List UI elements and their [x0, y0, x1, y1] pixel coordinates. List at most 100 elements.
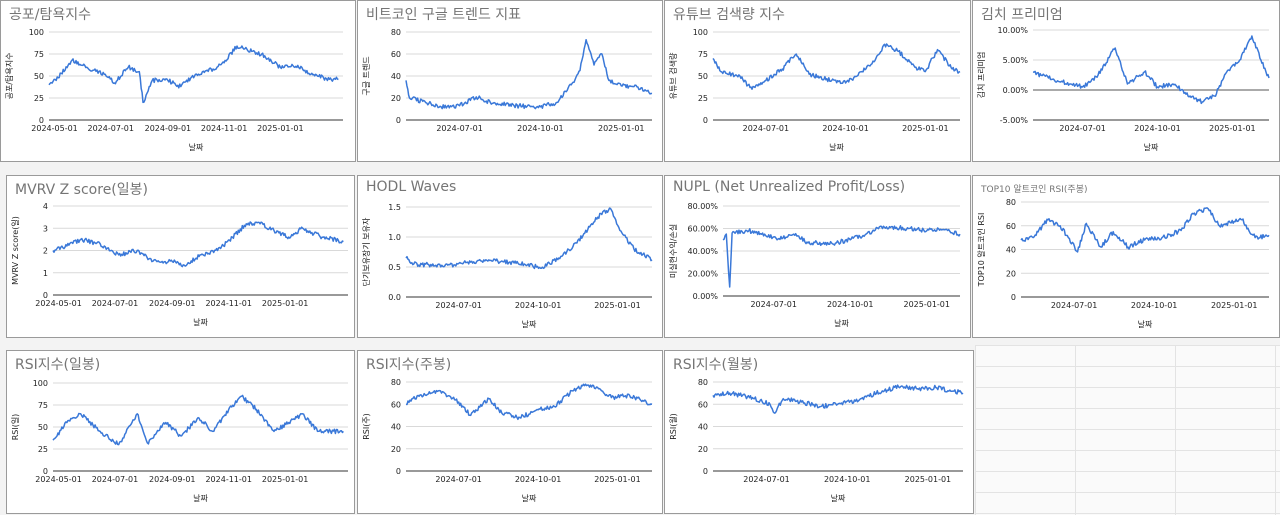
chart-title: RSI지수(월봉) [673, 357, 759, 373]
chart-canvas: 0 20 40 60 80 2024-07-01 2024-10-01 2025-01-01 구… [361, 28, 653, 133]
x-tick-label: 2024-07-01 [92, 475, 139, 484]
x-axis-label: 날짜 [522, 493, 537, 503]
y-tick-label: 25 [698, 94, 708, 103]
y-tick-label: 80 [698, 378, 708, 387]
chart-canvas: 0.00% 20.00% 40.00% 60.00% 80.00% 2024-07-01 2… [668, 202, 961, 328]
x-tick-label: 2024-07-01 [436, 124, 483, 133]
y-axis-label: RSI(일) [11, 414, 20, 441]
youtube-search-chart[interactable]: 유튜브 검색량 지수 0 25 50 75 100 2024-07-01 2024-10-01… [664, 0, 971, 162]
x-tick-label: 2024-09-01 [149, 475, 196, 484]
series-line [722, 225, 961, 288]
rsi-monthly-chart[interactable]: RSI지수(월봉) 0 20 40 60 80 2024-07-01 2024-10-01 20… [664, 350, 974, 514]
y-tick-label: 40 [1006, 246, 1016, 255]
y-tick-label: 40 [391, 72, 401, 81]
x-axis-label: 날짜 [193, 317, 208, 327]
x-tick-label: 2024-05-01 [35, 299, 82, 308]
y-tick-label: 20 [391, 445, 401, 454]
x-axis-label: 날짜 [1138, 319, 1153, 329]
y-tick-label: 40.00% [687, 247, 718, 256]
x-tick-label: 2025-01-01 [598, 124, 645, 133]
fear-greed-chart[interactable]: 공포/탐욕지수 0 25 50 75 100 2024-05-01 2024-07-01 202… [0, 0, 356, 162]
y-tick-label: 5.00% [1003, 56, 1029, 65]
chart-canvas: -5.00% 0.00% 5.00% 10.00% 2024-07-01 2024-10-… [976, 26, 1270, 152]
y-tick-label: 20.00% [687, 270, 718, 279]
series-line [712, 43, 961, 90]
chart-canvas: 0 20 40 60 80 2024-07-01 2024-10-01 2025-01-01 날… [976, 198, 1270, 329]
y-tick-label: 100 [29, 28, 44, 37]
x-tick-label: 2024-07-01 [435, 301, 482, 310]
series-line [52, 394, 344, 446]
y-tick-label: 80 [391, 28, 401, 37]
x-tick-label: 2024-10-01 [515, 475, 562, 484]
chart-canvas: 0 20 40 60 80 2024-07-01 2024-10-01 2025-01-01 날… [362, 378, 653, 503]
y-tick-label: 0 [703, 467, 708, 476]
x-tick-label: 2024-07-01 [92, 299, 139, 308]
y-tick-label: 0 [396, 467, 401, 476]
x-tick-label: 2024-09-01 [149, 299, 196, 308]
y-tick-label: 100 [33, 379, 48, 388]
x-tick-label: 2025-01-01 [262, 299, 309, 308]
x-tick-label: 2025-01-01 [1209, 124, 1256, 133]
spreadsheet-grid [975, 345, 1280, 515]
y-tick-label: 20 [1006, 269, 1016, 278]
y-tick-label: 20 [391, 94, 401, 103]
x-tick-label: 2025-01-01 [594, 301, 641, 310]
chart-canvas: 0 25 50 75 100 2024-07-01 2024-10-01 2025-01-01… [668, 28, 961, 152]
kimchi-premium-chart[interactable]: 김치 프리미엄 -5.00% 0.00% 5.00% 10.00% 2024-07-01 2… [972, 0, 1280, 162]
chart-title: RSI지수(일봉) [15, 357, 101, 373]
y-axis-label: 미실현수익/손실 [668, 224, 678, 278]
rsi-weekly-chart[interactable]: RSI지수(주봉) 0 20 40 60 80 2024-07-01 2024-10-01 20… [357, 350, 663, 514]
y-axis-label: TOP10 알트코인 RSI [976, 213, 986, 288]
series-line [1020, 207, 1270, 253]
chart-canvas: 0 20 40 60 80 2024-07-01 2024-10-01 2025-01-01 날… [668, 378, 964, 503]
y-tick-label: 60 [698, 400, 708, 409]
y-tick-label: 60.00% [687, 225, 718, 234]
top10-alt-rsi-chart[interactable]: TOP10 알트코인 RSI(주봉) 0 20 40 60 80 2024-07-01 202… [972, 175, 1280, 338]
hodl-waves-chart[interactable]: HODL Waves 0.0 0.5 1.0 1.5 2024-07-01 2024-10-… [357, 175, 663, 338]
nupl-chart[interactable]: NUPL (Net Unrealized Profit/Loss) 0.00% 20… [664, 175, 971, 338]
chart-title: NUPL (Net Unrealized Profit/Loss) [673, 179, 906, 195]
mvrv-z-chart[interactable]: MVRV Z score(일봉) 0 1 2 3 4 2024-05-01 2024-07-0… [6, 175, 355, 338]
y-axis-label: 유튜브 검색량 [668, 52, 678, 99]
y-tick-label: 1.5 [388, 203, 401, 212]
x-axis-label: 날짜 [829, 142, 844, 152]
series-line [405, 383, 653, 421]
y-tick-label: 0 [43, 291, 48, 300]
x-tick-label: 2024-10-01 [1134, 124, 1181, 133]
rsi-daily-chart[interactable]: RSI지수(일봉) 0 25 50 75 100 2024-05-01 2024-07-01 2… [6, 350, 355, 514]
y-tick-label: 0 [1011, 293, 1016, 302]
chart-title: RSI지수(주봉) [366, 357, 452, 373]
chart-canvas: 0 25 50 75 100 2024-05-01 2024-07-01 2024-09-01… [4, 28, 343, 152]
x-tick-label: 2024-10-01 [827, 300, 874, 309]
y-tick-label: 0.5 [388, 263, 401, 272]
y-tick-label: 20 [698, 445, 708, 454]
y-tick-label: 25 [34, 94, 44, 103]
y-axis-label: RSI(월) [668, 413, 678, 440]
y-tick-label: 4 [43, 202, 48, 211]
y-axis-label: RSI(주) [362, 413, 371, 440]
x-axis-label: 날짜 [1144, 142, 1159, 152]
y-axis-label: MVRV Z score(일) [11, 216, 20, 285]
y-tick-label: 50 [34, 72, 44, 81]
x-tick-label: 2025-01-01 [905, 475, 952, 484]
x-axis-label: 날짜 [522, 319, 537, 329]
chart-title: HODL Waves [366, 179, 457, 195]
series-line [1032, 35, 1270, 105]
y-tick-label: 80 [1006, 198, 1016, 207]
chart-canvas: 0 1 2 3 4 2024-05-01 2024-07-01 2024-09-01 2024-… [11, 202, 348, 327]
x-tick-label: 2024-05-01 [35, 475, 82, 484]
x-tick-label: 2024-07-01 [87, 124, 134, 133]
y-axis-label: 구글 트렌드 [361, 56, 371, 95]
x-tick-label: 2024-11-01 [205, 475, 252, 484]
y-tick-label: 0 [396, 116, 401, 125]
x-tick-label: 2024-07-01 [750, 300, 797, 309]
y-tick-label: 0 [43, 467, 48, 476]
y-tick-label: 1.0 [388, 233, 401, 242]
x-tick-label: 2024-07-01 [743, 475, 790, 484]
google-trend-chart[interactable]: 비트코인 구글 트렌드 지표 0 20 40 60 80 2024-07-01 2024-10… [357, 0, 663, 162]
y-tick-label: 1 [43, 269, 48, 278]
x-tick-label: 2025-01-01 [902, 124, 949, 133]
y-tick-label: 0.00% [693, 292, 719, 301]
y-tick-label: 3 [43, 224, 48, 233]
y-axis-label: 공포/탐욕지수 [4, 53, 14, 100]
